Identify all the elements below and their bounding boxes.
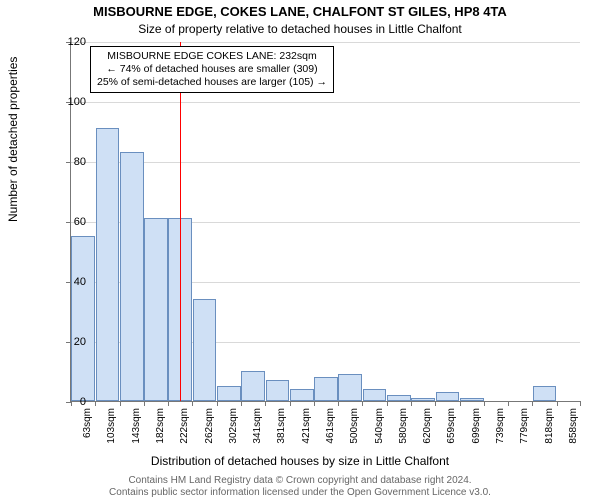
xtick-mark: [484, 401, 485, 406]
bar: [436, 392, 460, 401]
annotation-line-2: ← 74% of detached houses are smaller (30…: [97, 63, 327, 76]
bar: [241, 371, 265, 401]
xtick-label: 620sqm: [422, 408, 433, 458]
xtick-label: 858sqm: [568, 408, 579, 458]
xtick-label: 779sqm: [519, 408, 530, 458]
footer-line-1: Contains HM Land Registry data © Crown c…: [0, 475, 600, 486]
xtick-mark: [580, 401, 581, 406]
ytick-label: 120: [46, 36, 86, 48]
plot-area: [70, 42, 580, 402]
xtick-label: 580sqm: [398, 408, 409, 458]
ytick-label: 80: [46, 156, 86, 168]
bar: [144, 218, 168, 401]
ytick-label: 60: [46, 216, 86, 228]
gridline: [71, 102, 580, 103]
bar: [71, 236, 95, 401]
xtick-label: 262sqm: [204, 408, 215, 458]
chart-container: MISBOURNE EDGE, COKES LANE, CHALFONT ST …: [0, 0, 600, 500]
bar: [217, 386, 241, 401]
bar: [266, 380, 290, 401]
xtick-label: 699sqm: [471, 408, 482, 458]
bar: [96, 128, 120, 401]
xtick-mark: [144, 401, 145, 406]
bar: [363, 389, 387, 401]
xtick-label: 500sqm: [349, 408, 360, 458]
ytick-label: 100: [46, 96, 86, 108]
annotation-line-1: MISBOURNE EDGE COKES LANE: 232sqm: [97, 50, 327, 63]
xtick-mark: [192, 401, 193, 406]
ytick-label: 20: [46, 336, 86, 348]
xtick-mark: [217, 401, 218, 406]
annotation-line-3: 25% of semi-detached houses are larger (…: [97, 76, 327, 89]
xtick-mark: [168, 401, 169, 406]
xtick-mark: [290, 401, 291, 406]
xtick-label: 659sqm: [446, 408, 457, 458]
xtick-label: 341sqm: [252, 408, 263, 458]
chart-subtitle: Size of property relative to detached ho…: [0, 22, 600, 36]
xtick-label: 461sqm: [325, 408, 336, 458]
xtick-mark: [411, 401, 412, 406]
bar: [193, 299, 217, 401]
bar: [314, 377, 338, 401]
bar: [460, 398, 484, 401]
bar: [120, 152, 144, 401]
y-axis-label: Number of detached properties: [6, 57, 20, 222]
xtick-label: 421sqm: [301, 408, 312, 458]
annotation-box: MISBOURNE EDGE COKES LANE: 232sqm ← 74% …: [90, 46, 334, 93]
xtick-mark: [532, 401, 533, 406]
xtick-mark: [241, 401, 242, 406]
chart-title: MISBOURNE EDGE, COKES LANE, CHALFONT ST …: [0, 4, 600, 19]
xtick-mark: [460, 401, 461, 406]
xtick-mark: [557, 401, 558, 406]
xtick-label: 143sqm: [131, 408, 142, 458]
xtick-label: 381sqm: [276, 408, 287, 458]
xtick-mark: [120, 401, 121, 406]
xtick-label: 818sqm: [544, 408, 555, 458]
xtick-label: 222sqm: [179, 408, 190, 458]
xtick-mark: [362, 401, 363, 406]
xtick-mark: [314, 401, 315, 406]
gridline: [71, 42, 580, 43]
xtick-label: 182sqm: [155, 408, 166, 458]
xtick-label: 63sqm: [82, 408, 93, 458]
xtick-label: 103sqm: [106, 408, 117, 458]
xtick-mark: [338, 401, 339, 406]
ytick-label: 40: [46, 276, 86, 288]
xtick-mark: [95, 401, 96, 406]
bar: [338, 374, 362, 401]
xtick-mark: [435, 401, 436, 406]
xtick-mark: [508, 401, 509, 406]
xtick-mark: [387, 401, 388, 406]
footer-line-2: Contains public sector information licen…: [0, 487, 600, 498]
bar: [533, 386, 557, 401]
bar: [411, 398, 435, 401]
xtick-label: 302sqm: [228, 408, 239, 458]
gridline: [71, 162, 580, 163]
xtick-label: 540sqm: [374, 408, 385, 458]
bar: [387, 395, 411, 401]
marker-line: [180, 42, 181, 401]
bar: [290, 389, 314, 401]
xtick-mark: [265, 401, 266, 406]
xtick-label: 739sqm: [495, 408, 506, 458]
ytick-label: 0: [46, 396, 86, 408]
